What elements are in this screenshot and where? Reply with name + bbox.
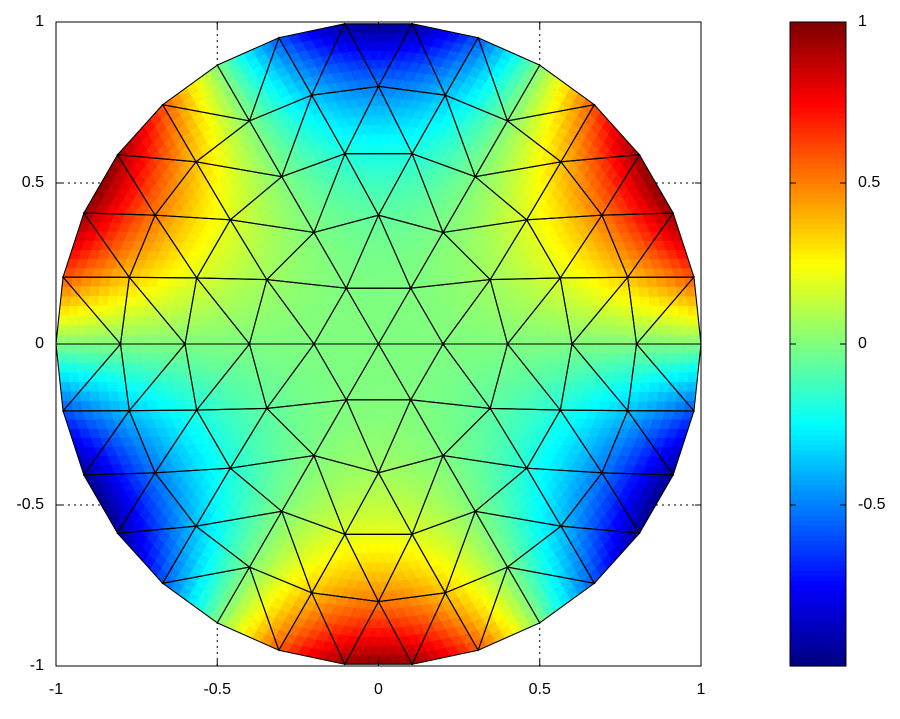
- mesh: [56, 22, 701, 666]
